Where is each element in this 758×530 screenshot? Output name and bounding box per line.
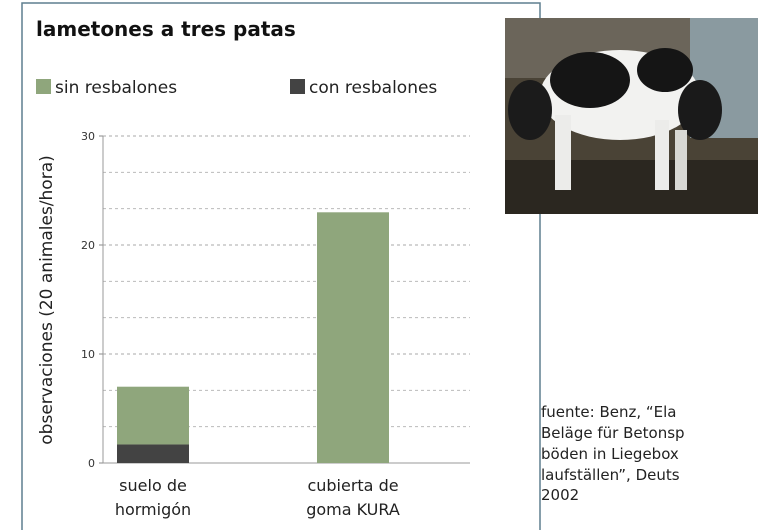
legend-swatch [36,79,51,94]
source-line: laufställen”, Deuts [541,466,680,484]
legend-label: sin resbalones [55,78,177,98]
chart-title: lametones a tres patas [36,17,296,41]
y-tick-label: 20 [81,239,95,252]
panel-border [21,2,541,530]
legend-swatch [290,79,305,94]
source-line: böden in Liegebox [541,445,679,463]
x-tick-label: suelo de hormigón [114,476,192,519]
source-line: fuente: Benz, “Ela [541,403,677,421]
photo [505,18,758,214]
y-axis-label: observaciones (20 animales/hora) [37,155,57,444]
source-line: Beläge für Betonsp [541,424,685,442]
legend-label: con resbalones [309,78,437,98]
bar-segment [117,386,189,445]
y-tick-label: 10 [81,348,95,361]
bar-segment [317,212,389,463]
source-line: 2002 [541,486,580,504]
y-tick-label: 30 [81,130,95,143]
bar-segment [117,444,189,463]
x-tick-label: cubierta de goma KURA [306,476,400,519]
y-tick-label: 0 [88,457,95,470]
